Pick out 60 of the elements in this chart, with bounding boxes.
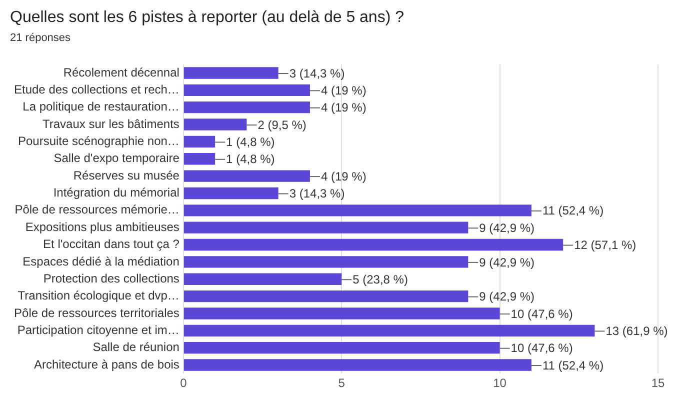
bar bbox=[184, 273, 342, 285]
y-tick-label: Protection des collections bbox=[43, 271, 180, 286]
y-tick-label: Expositions plus ambitieuses bbox=[25, 220, 180, 234]
bar bbox=[184, 308, 500, 320]
y-tick-label: Poursuite scénographie non… bbox=[18, 134, 180, 148]
x-tick-label: 0 bbox=[180, 376, 188, 390]
y-tick-label: Intégration du mémorial bbox=[53, 186, 180, 200]
bar bbox=[184, 67, 278, 79]
bar bbox=[184, 238, 564, 251]
y-tick-label: La politique de restauration… bbox=[22, 100, 180, 114]
y-tick-label: Participation citoyenne et im… bbox=[17, 322, 180, 337]
x-tick-label: 15 bbox=[651, 376, 665, 390]
data-label: 13 (61,9 %) bbox=[606, 324, 668, 338]
bar bbox=[184, 187, 278, 200]
data-label: 9 (42,9 %) bbox=[479, 255, 535, 270]
y-tick-label: Espaces dédié à la médiation bbox=[22, 254, 180, 268]
bar bbox=[184, 290, 468, 302]
y-tick-label: Pôle de ressources mémorie… bbox=[14, 202, 180, 217]
y-tick-label: Récolement décennal bbox=[63, 65, 180, 80]
bar bbox=[184, 324, 595, 336]
data-label: 2 (9,5 %) bbox=[258, 118, 306, 132]
bar bbox=[184, 359, 532, 371]
data-label: 3 (14,3 %) bbox=[289, 186, 345, 201]
y-tick-label: Et l'occitan dans tout ça ? bbox=[43, 237, 180, 252]
bar bbox=[184, 222, 468, 234]
x-tick-label: 5 bbox=[338, 376, 346, 390]
data-label: 9 (42,9 %) bbox=[479, 220, 535, 235]
data-label: 11 (52,4 %) bbox=[542, 358, 604, 372]
y-tick-label: Etude des collections et rech… bbox=[14, 82, 180, 96]
data-label: 12 (57,1 %) bbox=[574, 238, 636, 252]
data-label: 4 (19 %) bbox=[320, 169, 366, 184]
data-label: 9 (42,9 %) bbox=[479, 290, 535, 304]
data-label: 4 (19 %) bbox=[320, 100, 366, 115]
data-label: 5 (23,8 %) bbox=[352, 272, 408, 286]
x-tick-label: 10 bbox=[493, 376, 507, 390]
y-tick-label: Architecture à pans de bois bbox=[34, 357, 180, 372]
bar bbox=[184, 136, 216, 148]
bar bbox=[184, 204, 532, 216]
data-label: 1 (4,8 %) bbox=[226, 152, 275, 166]
y-tick-label: Salle de réunion bbox=[92, 340, 180, 354]
text: 21 réponses bbox=[10, 32, 72, 44]
y-tick-label: Salle d'expo temporaire bbox=[54, 151, 180, 166]
data-label: 11 (52,4 %) bbox=[542, 204, 604, 218]
bar bbox=[184, 170, 310, 182]
bar bbox=[184, 256, 468, 268]
data-label: 4 (19 %) bbox=[320, 83, 366, 98]
data-label: 10 (47,6 %) bbox=[510, 306, 573, 321]
data-label: 3 (14,3 %) bbox=[289, 66, 345, 80]
bar bbox=[184, 153, 216, 165]
bar bbox=[184, 84, 310, 96]
bar bbox=[184, 102, 310, 114]
y-tick-label: Pôle de ressources territoriales bbox=[14, 306, 180, 320]
data-label: 1 (4,8 %) bbox=[226, 135, 275, 150]
bar bbox=[184, 342, 500, 354]
y-tick-label: Réserves su musée bbox=[73, 168, 180, 182]
bar bbox=[184, 118, 247, 130]
y-tick-label: Transition écologique et dvp… bbox=[18, 288, 180, 303]
chart-title: Quelles sont les 6 pistes à reporter (au delà de 5 ans) ? bbox=[10, 9, 404, 26]
data-label: 10 (47,6 %) bbox=[510, 341, 573, 356]
y-tick-label: Travaux sur les bâtiments bbox=[42, 116, 180, 131]
